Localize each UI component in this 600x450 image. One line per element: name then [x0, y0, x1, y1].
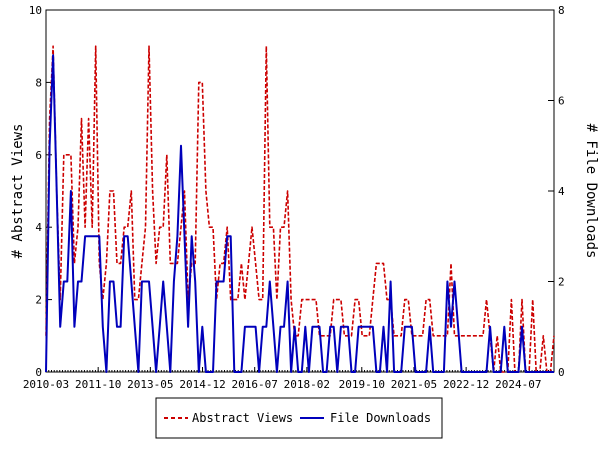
right-y-tick-label: 8 [558, 4, 565, 17]
x-tick-label: 2013-05 [127, 378, 173, 391]
left-y-tick-label: 10 [29, 4, 42, 17]
x-tick-label: 2024-07 [495, 378, 541, 391]
right-y-tick-label: 6 [558, 95, 565, 108]
x-tick-label: 2019-10 [339, 378, 385, 391]
x-tick-label: 2022-12 [443, 378, 489, 391]
x-tick-label: 2014-12 [179, 378, 225, 391]
left-y-tick-label: 4 [35, 221, 42, 234]
right-y-tick-label: 2 [558, 276, 565, 289]
x-tick-label: 2021-05 [391, 378, 437, 391]
x-tick-label: 2016-07 [232, 378, 278, 391]
left-y-tick-label: 8 [35, 76, 42, 89]
right-y-axis-title: # File Downloads [583, 124, 599, 259]
x-tick-label: 2018-02 [284, 378, 330, 391]
legend-label-abstract-views: Abstract Views [192, 411, 293, 425]
legend: Abstract Views File Downloads [155, 397, 443, 439]
x-tick-label: 2011-10 [75, 378, 121, 391]
right-y-tick-label: 4 [558, 185, 565, 198]
left-y-axis-title: # Abstract Views [10, 124, 26, 259]
legend-box [155, 397, 443, 439]
series-line-file-downloads [45, 54, 554, 373]
left-y-tick-label: 0 [35, 366, 42, 379]
left-y-tick-label: 6 [35, 149, 42, 162]
legend-label-file-downloads: File Downloads [330, 411, 431, 425]
x-tick-label: 2010-03 [23, 378, 69, 391]
series-line-abstract-views [45, 45, 555, 373]
series-layer [45, 45, 555, 373]
left-y-axis: 0 2 4 6 8 10 [29, 4, 52, 379]
left-y-tick-label: 2 [35, 294, 42, 307]
right-y-tick-label: 0 [558, 366, 565, 379]
